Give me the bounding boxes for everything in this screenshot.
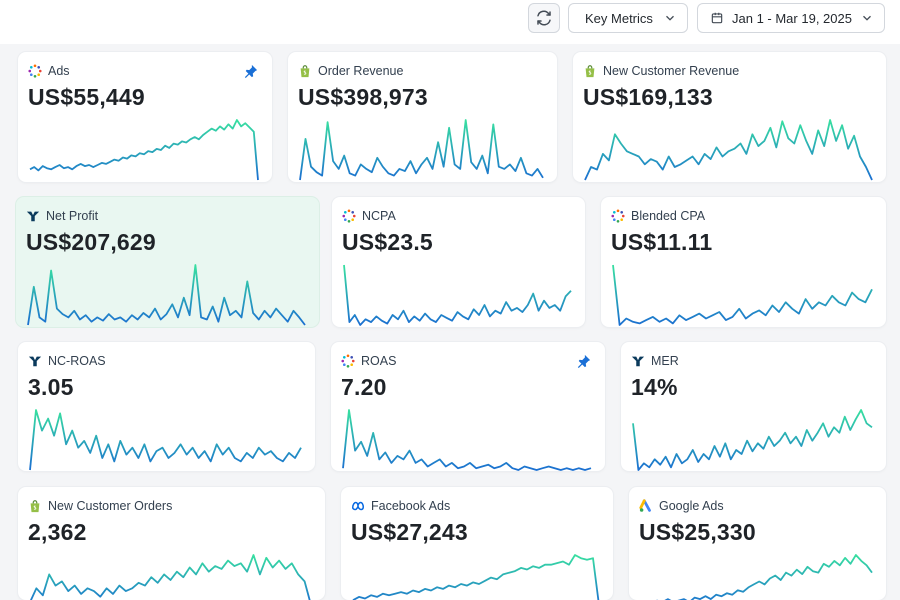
date-range-picker[interactable]: Jan 1 - Mar 19, 2025 [697, 3, 885, 33]
refresh-icon [537, 10, 551, 26]
sparkline-series [612, 264, 873, 326]
sparkline-series [632, 409, 873, 471]
card-title: Net Profit [46, 209, 99, 223]
metric-card-order-revenue[interactable]: Order Revenue US$398,973 [288, 52, 557, 182]
card-header: Blended CPA [611, 206, 872, 226]
shopify-bag-icon [300, 65, 310, 78]
key-metrics-dropdown[interactable]: Key Metrics [568, 3, 688, 33]
sparkline-series [27, 264, 306, 326]
card-value: 3.05 [28, 374, 74, 400]
sparkline-chart [584, 119, 873, 181]
shopify-bag-icon [30, 500, 40, 513]
metric-card-ncpa[interactable]: NCPA US$23.5 [332, 197, 585, 327]
shopify-bag-icon [585, 65, 595, 78]
card-title: Google Ads [659, 499, 724, 513]
card-title: New Customer Revenue [603, 64, 740, 78]
card-header: MER [631, 351, 872, 371]
metric-card-blended-cpa[interactable]: Blended CPA US$11.11 [601, 197, 886, 327]
triple-whale-icon [631, 356, 645, 367]
card-header: Ads [28, 61, 258, 81]
card-title: MER [651, 354, 679, 368]
sparkline-series [30, 554, 311, 600]
sparkline-chart [30, 554, 311, 600]
card-value: US$23.5 [342, 229, 433, 255]
card-header: Order Revenue [298, 61, 543, 81]
sparkline-series [656, 554, 873, 600]
top-toolbar: Key Metrics Jan 1 - Mar 19, 2025 [0, 0, 900, 44]
sparkline-chart [612, 264, 873, 326]
card-header: Net Profit [26, 206, 305, 226]
sparkline-chart [352, 554, 600, 600]
sparkline-series [342, 409, 592, 471]
pin-icon[interactable] [577, 354, 591, 368]
metric-card-net-profit[interactable]: Net Profit US$207,629 [16, 197, 319, 327]
card-value: US$169,133 [583, 84, 713, 110]
sparkline-series [29, 119, 259, 181]
multicolor-dots-icon [341, 354, 355, 368]
card-header: Facebook Ads [351, 496, 599, 516]
sparkline-chart [299, 119, 544, 181]
card-value: US$207,629 [26, 229, 156, 255]
sparkline-series [352, 554, 600, 600]
card-header: New Customer Orders [28, 496, 311, 516]
sparkline-series [299, 119, 544, 181]
chevron-down-icon [666, 15, 674, 21]
sparkline-series [584, 119, 873, 181]
card-value: 7.20 [341, 374, 387, 400]
card-value: US$55,449 [28, 84, 145, 110]
card-value: 14% [631, 374, 678, 400]
card-header: NC-ROAS [28, 351, 301, 371]
metric-card-new-customer-orders[interactable]: New Customer Orders 2,362 [18, 487, 325, 600]
metric-card-ads[interactable]: Ads US$55,449 [18, 52, 272, 182]
metric-card-facebook-ads[interactable]: Facebook Ads US$27,243 [341, 487, 613, 600]
card-value: US$11.11 [611, 229, 713, 255]
pin-icon[interactable] [244, 64, 258, 78]
card-title: Order Revenue [318, 64, 404, 78]
card-header: ROAS [341, 351, 591, 371]
sparkline-series [29, 409, 302, 471]
sparkline-chart [632, 409, 873, 471]
card-title: New Customer Orders [48, 499, 173, 513]
sparkline-chart [27, 264, 306, 326]
key-metrics-label: Key Metrics [585, 10, 653, 26]
metric-card-nc-roas[interactable]: NC-ROAS 3.05 [18, 342, 315, 471]
card-title: Facebook Ads [371, 499, 451, 513]
calendar-icon [711, 12, 723, 24]
metric-card-google-ads[interactable]: Google Ads US$25,330 [629, 487, 886, 600]
sparkline-chart [29, 119, 259, 181]
card-value: US$27,243 [351, 519, 468, 545]
card-title: NCPA [362, 209, 396, 223]
multicolor-dots-icon [611, 209, 625, 223]
meta-icon [352, 501, 364, 511]
date-range-label: Jan 1 - Mar 19, 2025 [732, 10, 852, 26]
sparkline-series [343, 264, 572, 326]
triple-whale-icon [28, 356, 42, 367]
card-title: Blended CPA [631, 209, 706, 223]
metric-card-new-customer-revenue[interactable]: New Customer Revenue US$169,133 [573, 52, 886, 182]
card-value: 2,362 [28, 519, 87, 545]
refresh-button[interactable] [528, 3, 560, 33]
metric-card-roas[interactable]: ROAS 7.20 [331, 342, 605, 471]
card-title: ROAS [361, 354, 397, 368]
google-ads-icon [639, 499, 651, 512]
metric-card-mer[interactable]: MER 14% [621, 342, 886, 471]
sparkline-chart [342, 409, 592, 471]
card-header: Google Ads [639, 496, 872, 516]
sparkline-chart [29, 409, 302, 471]
card-header: New Customer Revenue [583, 61, 872, 81]
sparkline-chart [343, 264, 572, 326]
multicolor-dots-icon [342, 209, 356, 223]
sparkline-chart [656, 554, 873, 600]
multicolor-dots-icon [28, 64, 42, 78]
card-header: NCPA [342, 206, 571, 226]
card-title: Ads [48, 64, 70, 78]
chevron-down-icon [863, 15, 871, 21]
triple-whale-icon [26, 211, 40, 222]
card-title: NC-ROAS [48, 354, 106, 368]
card-value: US$25,330 [639, 519, 756, 545]
card-value: US$398,973 [298, 84, 428, 110]
